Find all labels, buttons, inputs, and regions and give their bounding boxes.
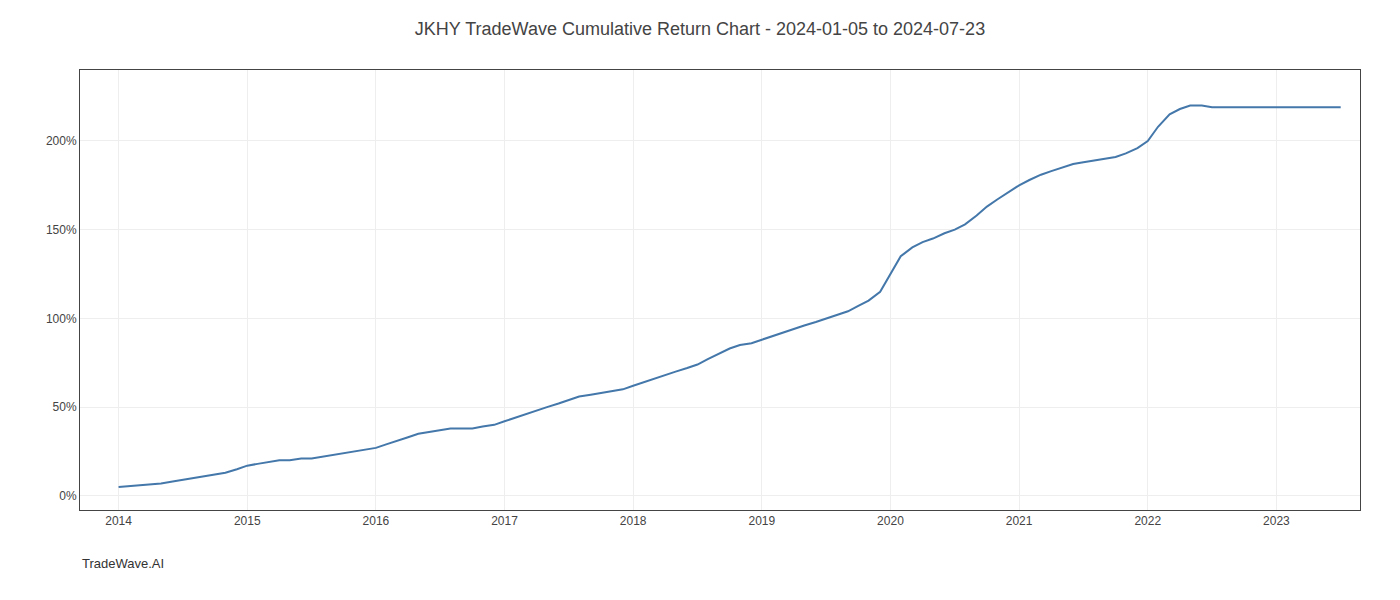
svg-text:2022: 2022 [1134,514,1161,528]
svg-text:0%: 0% [59,489,77,503]
svg-text:JKHY TradeWave Cumulative Retu: JKHY TradeWave Cumulative Return Chart -… [415,19,985,39]
svg-text:2020: 2020 [877,514,904,528]
svg-text:2018: 2018 [620,514,647,528]
svg-text:50%: 50% [53,400,77,414]
svg-text:2014: 2014 [105,514,132,528]
svg-text:2023: 2023 [1263,514,1290,528]
svg-text:150%: 150% [46,223,77,237]
svg-text:2021: 2021 [1006,514,1033,528]
svg-text:2015: 2015 [234,514,261,528]
svg-text:100%: 100% [46,312,77,326]
svg-text:2016: 2016 [363,514,390,528]
svg-text:TradeWave.AI: TradeWave.AI [82,556,164,571]
svg-text:200%: 200% [46,134,77,148]
svg-text:2019: 2019 [748,514,775,528]
svg-text:2017: 2017 [491,514,518,528]
